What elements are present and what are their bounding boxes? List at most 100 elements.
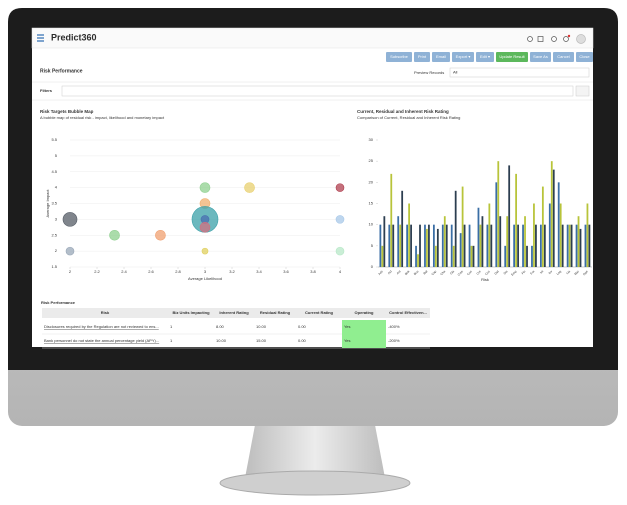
toolbar-button[interactable] (496, 52, 528, 62)
x-tick-label: Acb (377, 269, 384, 276)
toolbar-button-label[interactable]: Edit ▾ (480, 54, 490, 59)
monitor-neck (245, 425, 385, 478)
x-tick-label: Ani (396, 269, 402, 275)
filter-button[interactable] (575, 85, 590, 97)
bar (452, 245, 455, 267)
toolbar-button[interactable] (476, 52, 494, 62)
toolbar-button-label[interactable]: Subscribe (390, 54, 409, 59)
bar (531, 245, 533, 267)
header-icons[interactable] (527, 34, 586, 44)
bar (410, 224, 412, 267)
bubble (199, 222, 211, 233)
table-cell: 15.00 (256, 338, 267, 343)
x-tick-label: Dat (494, 269, 500, 275)
bar (379, 224, 382, 267)
bar (495, 182, 498, 267)
bubble (62, 212, 78, 227)
y-tick-label: 2 (55, 248, 58, 253)
toolbar-button[interactable] (553, 52, 574, 62)
bar (535, 224, 537, 267)
bar (577, 216, 580, 267)
risk-link[interactable]: Bank personnel do not state the annual p… (44, 338, 159, 343)
menu-icon[interactable] (37, 34, 44, 42)
bar (399, 224, 402, 267)
bar (490, 224, 493, 267)
bar (477, 207, 480, 267)
toolbar-button[interactable] (530, 52, 551, 62)
toolbar-button-label[interactable]: Email (436, 54, 446, 59)
bar (392, 224, 395, 267)
bar (524, 216, 526, 267)
bar (428, 224, 430, 267)
preview-select[interactable] (449, 67, 590, 78)
chart-subtitle: Comparison of Current, Residual and Inhe… (357, 115, 460, 120)
bar (459, 233, 462, 267)
x-tick-label: Bnk (404, 269, 411, 276)
bar (454, 190, 457, 267)
bar (408, 203, 411, 267)
bar (552, 169, 555, 267)
table-cell: 0.00 (298, 324, 307, 329)
toolbar-button[interactable] (414, 52, 430, 62)
bar (566, 224, 569, 267)
toolbar-button-label[interactable]: Save As (533, 54, 548, 59)
toolbar-button-label[interactable]: Print (418, 54, 427, 59)
bar (461, 186, 464, 267)
bar (415, 245, 417, 267)
risk-link[interactable]: Disclosures required by the Regulation a… (44, 324, 159, 329)
bar (559, 203, 562, 267)
toolbar: Subscribe Print Email Export ▾ Edit ▾ Update … (386, 52, 593, 62)
x-tick-label: 3.4 (256, 269, 262, 274)
bar (506, 216, 509, 267)
y-tick-label: 4.5 (51, 169, 57, 174)
bar (526, 245, 528, 267)
x-tick-label: Emp (510, 269, 517, 276)
table-header (42, 308, 430, 318)
bar (470, 245, 473, 267)
y-tick-label: 5 (371, 243, 374, 248)
table-cell: 8.00 (216, 324, 225, 329)
x-axis-label: Risk (481, 277, 489, 282)
table-cell: 0.00 (298, 338, 307, 343)
column-header: Control Effectiven... (389, 310, 427, 315)
filters-label[interactable]: Filters (40, 88, 53, 93)
x-tick-label: Inv (547, 269, 553, 275)
bar (550, 161, 553, 267)
x-tick-label: Cre (476, 269, 482, 275)
toolbar-button-label[interactable]: Update Result (499, 54, 525, 59)
x-tick-label: 2 (69, 269, 72, 274)
bar (543, 224, 546, 267)
app-header (31, 27, 594, 49)
notification-dot (567, 34, 571, 38)
toolbar-button-label[interactable]: Cancel (557, 54, 570, 59)
bubble (335, 183, 345, 192)
bar (499, 216, 502, 267)
x-tick-label: 2.6 (148, 269, 154, 274)
filter-input[interactable] (61, 85, 574, 97)
x-tick-label: Cus (484, 269, 491, 276)
y-tick-label: 30 (369, 137, 374, 142)
table-cell: -200% (388, 338, 400, 343)
y-tick-label: 25 (369, 158, 374, 163)
toolbar-button[interactable] (452, 52, 474, 62)
toolbar-button[interactable] (432, 52, 450, 62)
toolbar-button-label[interactable]: Export ▾ (456, 54, 471, 59)
chart-title: Current, Residual and Inherent Risk Rati… (357, 109, 449, 114)
bar (568, 224, 571, 267)
x-tick-label: Lia (565, 269, 571, 275)
bar (388, 224, 391, 267)
bar (397, 216, 400, 267)
bar (424, 224, 426, 267)
toolbar-button-label[interactable]: Close (579, 54, 590, 59)
bar (504, 245, 507, 267)
x-tick-label: Cap (431, 269, 438, 276)
bar (436, 228, 439, 267)
bar (515, 173, 518, 267)
toolbar-button[interactable] (576, 52, 593, 62)
toolbar-button[interactable] (386, 52, 412, 62)
x-tick-label: Acl (387, 269, 393, 275)
bar (570, 224, 573, 267)
bar (481, 216, 484, 267)
